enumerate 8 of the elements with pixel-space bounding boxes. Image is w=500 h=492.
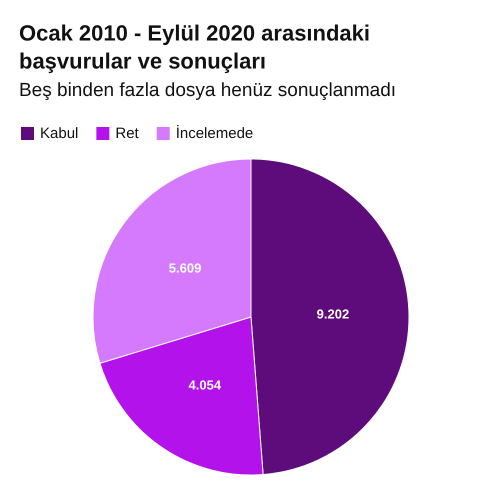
legend-label: Kabul xyxy=(40,125,78,142)
data-label: 5.609 xyxy=(168,260,202,276)
chart-subtitle: Beş binden fazla dosya henüz sonuçlanmadı xyxy=(19,80,396,101)
legend-label: İncelemede xyxy=(176,124,254,142)
data-label: 9.202 xyxy=(316,306,350,322)
legend-label: Ret xyxy=(115,125,140,142)
chart-title: Ocak 2010 - Eylül 2020 arasındaki başvurular ve sonuçları xyxy=(19,20,376,74)
data-label: 4.054 xyxy=(188,377,222,392)
